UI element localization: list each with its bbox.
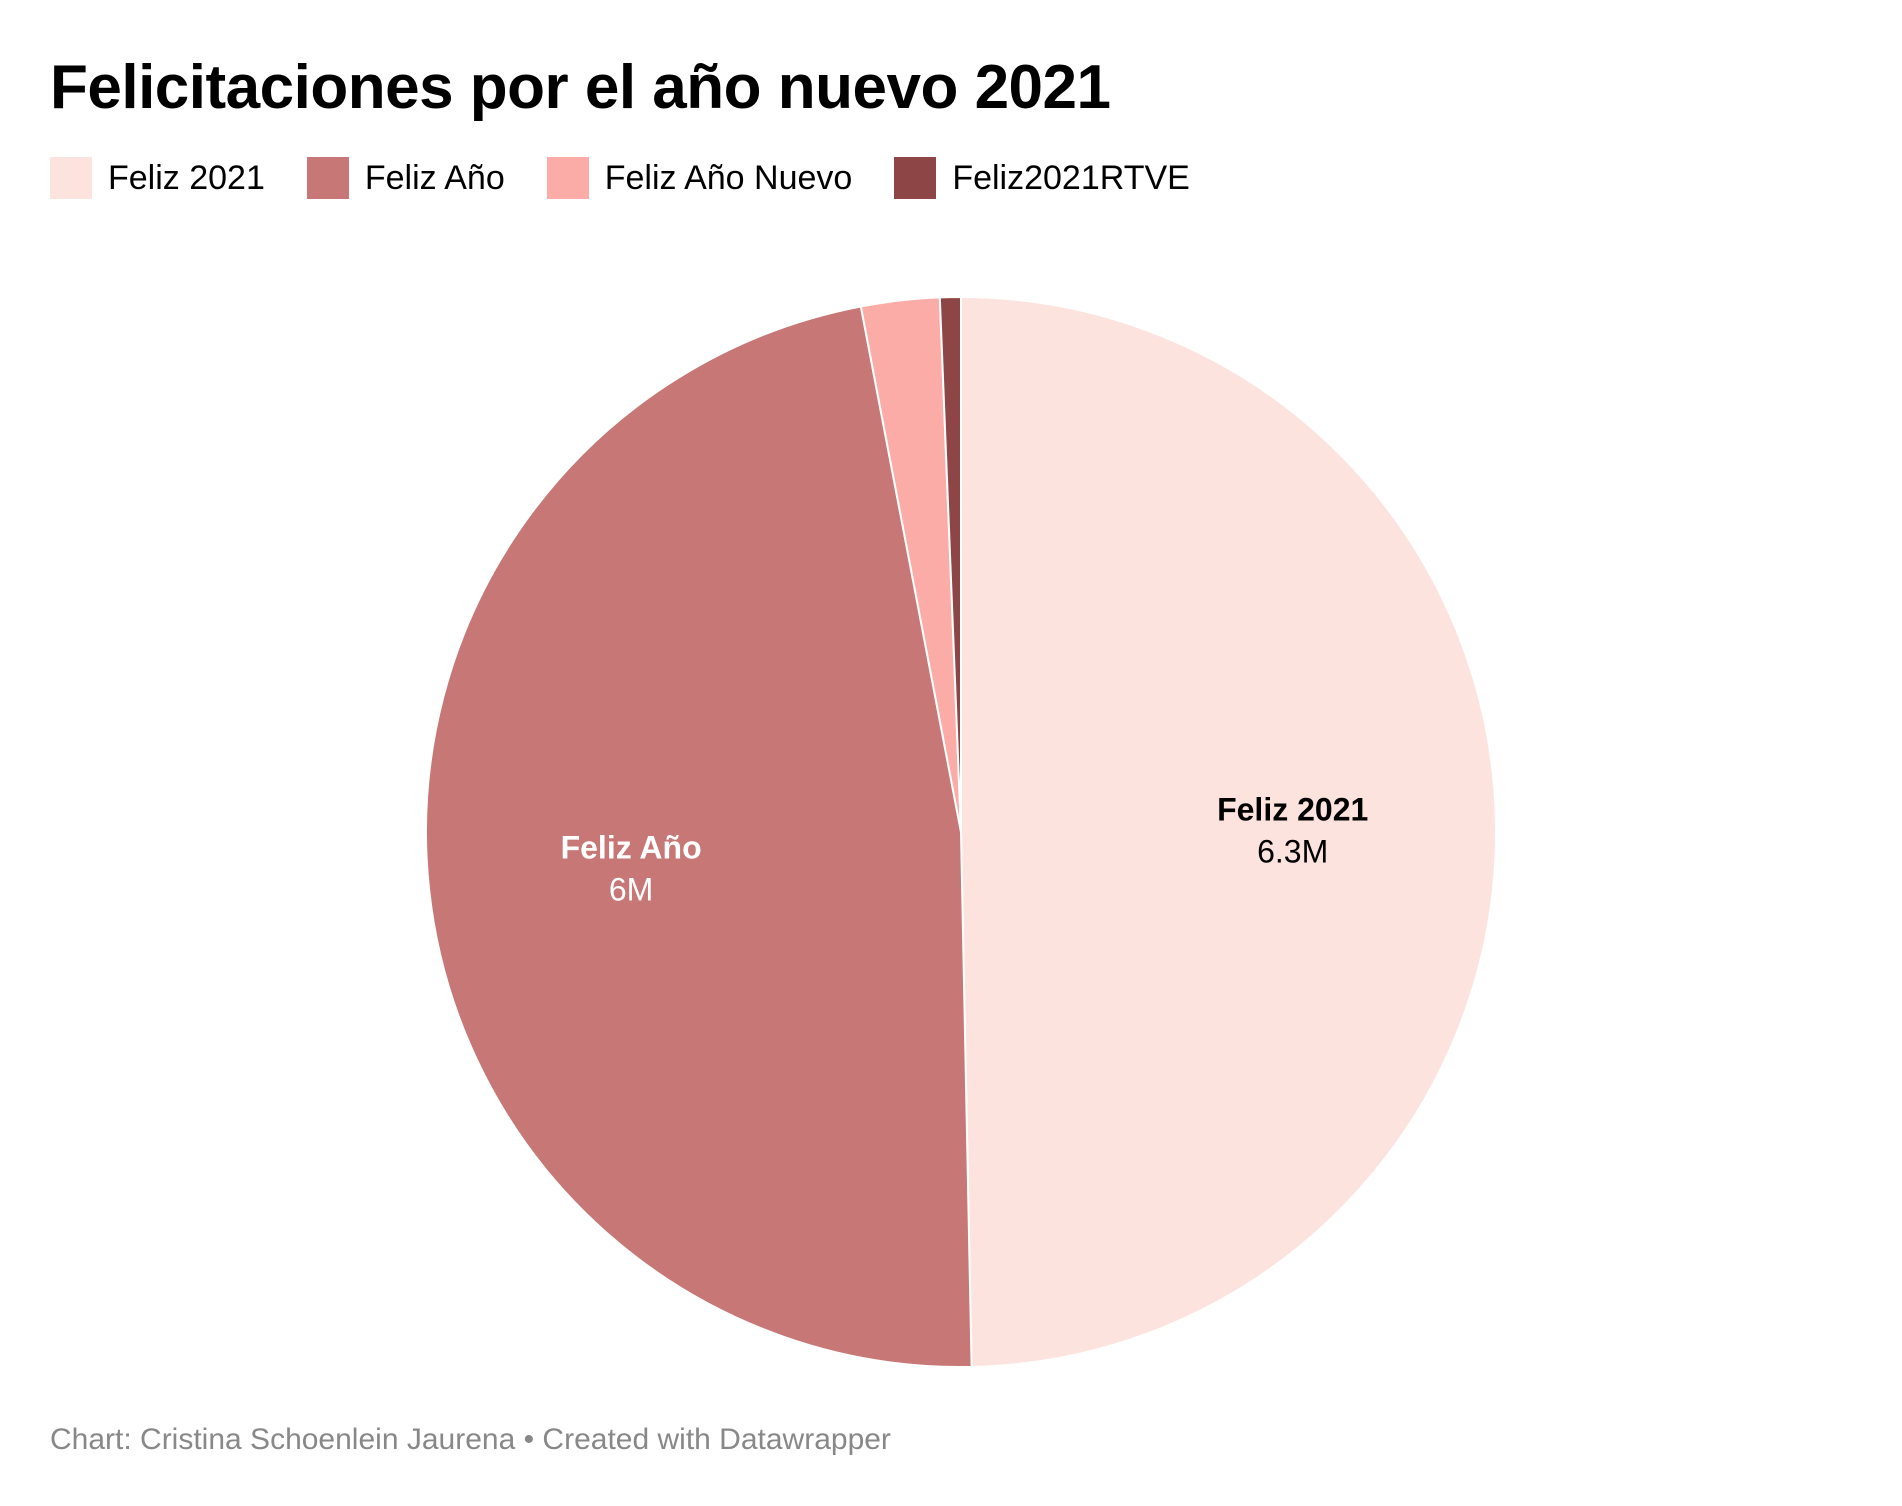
legend-label: Feliz Año — [364, 159, 505, 197]
legend-swatch — [546, 157, 589, 199]
chart-credit: Chart: Cristina Schoenlein Jaurena • Cre… — [50, 1423, 891, 1456]
slice-label-value: 6M — [609, 871, 653, 907]
pie-slice-feliz-2021 — [960, 295, 1497, 1368]
legend-label: Feliz Año Nuevo — [604, 159, 853, 197]
legend-swatch — [50, 157, 92, 199]
legend-swatch — [894, 157, 937, 199]
legend-label: Feliz2021RTVE — [952, 159, 1190, 197]
slice-label-name: Feliz Año — [561, 829, 702, 865]
chart-title: Felicitaciones por el año nuevo 2021 — [50, 53, 1111, 122]
legend-item-feliz2021rtve: Feliz2021RTVE — [894, 156, 1190, 200]
pie-slice-feliz2021rtve — [938, 295, 962, 833]
slice-label-value: 6.3M — [1257, 834, 1328, 870]
legend-item-feliz-ano-nuevo: Feliz Año Nuevo — [546, 156, 853, 200]
legend-item-feliz-ano: Feliz Año — [306, 156, 505, 200]
slice-label-name: Feliz 2021 — [1217, 792, 1368, 828]
legend-swatch — [306, 157, 349, 199]
legend-label: Feliz 2021 — [108, 159, 265, 197]
pie-slice-feliz-a-o — [425, 305, 973, 1368]
legend: Feliz 2021 Feliz Año Feliz Año Nuevo Fel… — [50, 156, 1190, 200]
legend-item-feliz-2021: Feliz 2021 — [50, 156, 265, 200]
